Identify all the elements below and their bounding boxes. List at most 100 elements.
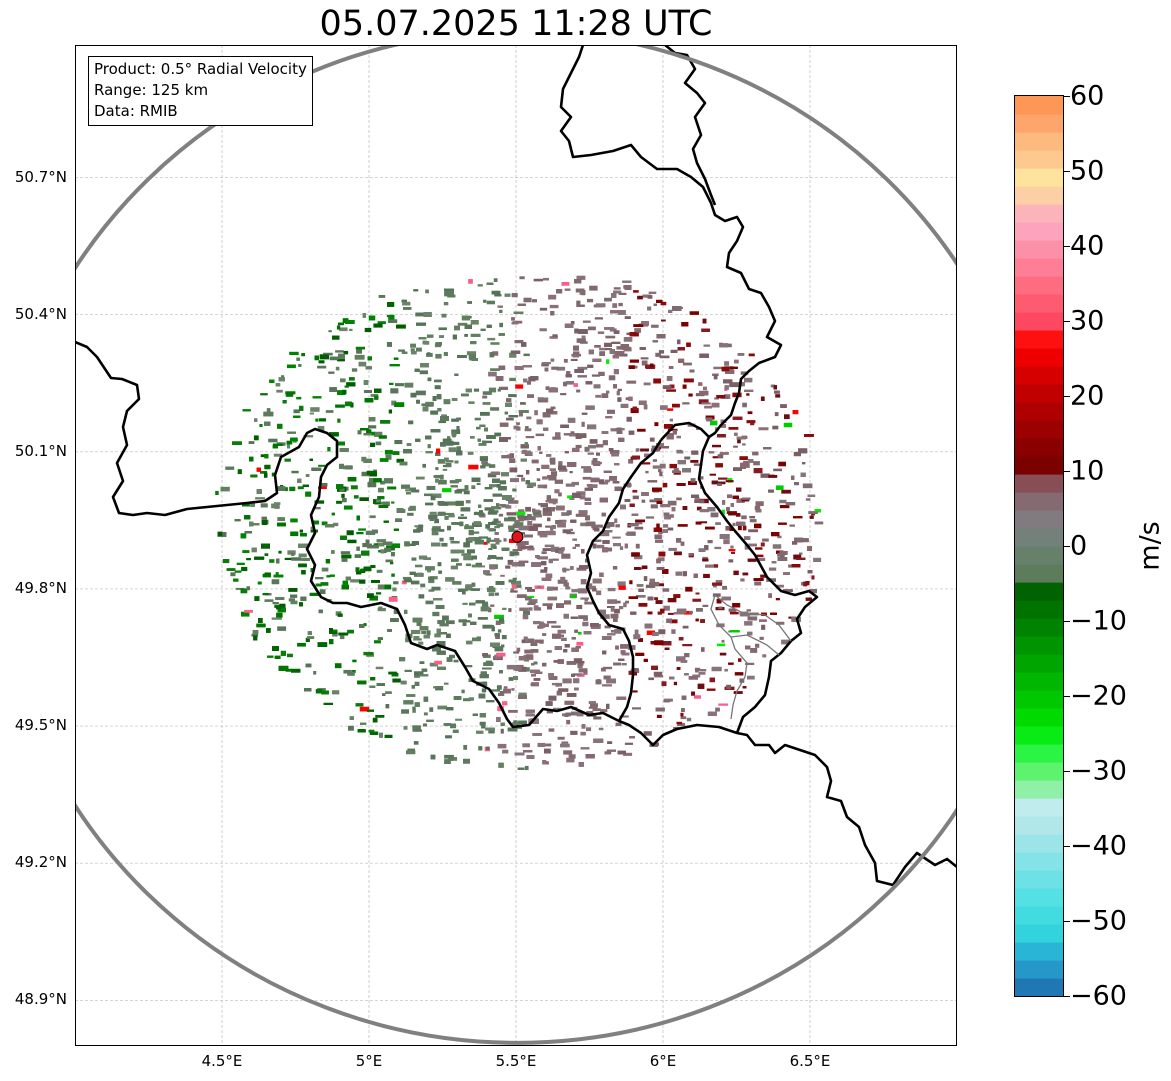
echo-bin bbox=[695, 521, 702, 525]
echo-bin bbox=[341, 558, 348, 562]
echo-bin bbox=[456, 450, 463, 455]
echo-bin bbox=[607, 587, 616, 592]
echo-bin bbox=[468, 354, 476, 360]
echo-bin bbox=[518, 656, 527, 661]
echo-bin bbox=[235, 587, 244, 590]
echo-bin bbox=[644, 453, 650, 458]
echo-bin bbox=[640, 448, 649, 452]
echo-bin bbox=[649, 582, 659, 587]
echo-bin bbox=[772, 544, 782, 549]
echo-bin bbox=[548, 476, 557, 481]
echo-bin bbox=[423, 634, 430, 639]
echo-bin bbox=[592, 358, 602, 362]
echo-bin bbox=[299, 405, 304, 411]
echo-bin bbox=[329, 631, 338, 634]
echo-bin bbox=[511, 722, 519, 727]
echo-bin bbox=[599, 572, 604, 577]
echo-bin bbox=[691, 450, 699, 455]
echo-bin bbox=[407, 748, 415, 753]
echo-bin bbox=[360, 722, 367, 725]
echo-bin bbox=[524, 534, 533, 538]
echo-bin bbox=[478, 693, 486, 699]
echo-bin bbox=[514, 519, 520, 523]
echo-bin bbox=[531, 459, 539, 464]
echo-bin bbox=[524, 765, 529, 771]
echo-bin bbox=[341, 584, 349, 590]
echo-bin bbox=[526, 755, 535, 759]
echo-bin bbox=[495, 376, 504, 381]
echo-bin bbox=[608, 375, 616, 381]
echo-bin bbox=[604, 327, 615, 330]
echo-bin bbox=[609, 349, 615, 354]
echo-bin bbox=[657, 611, 662, 615]
echo-bin bbox=[382, 501, 390, 507]
echo-bin bbox=[496, 556, 503, 560]
echo-bin bbox=[443, 302, 449, 306]
echo-bin bbox=[242, 550, 250, 553]
echo-bin bbox=[516, 541, 524, 546]
echo-bin bbox=[379, 732, 383, 738]
echo-bin bbox=[438, 479, 447, 485]
echo-bin bbox=[533, 621, 541, 625]
echo-bin bbox=[546, 454, 552, 457]
echo-bin bbox=[447, 436, 451, 440]
echo-bin bbox=[641, 492, 649, 496]
echo-bin bbox=[410, 392, 417, 398]
echo-bin bbox=[509, 552, 515, 557]
echo-bin bbox=[683, 378, 694, 383]
echo-bin bbox=[668, 309, 673, 313]
echo-bin bbox=[596, 590, 602, 596]
echo-bin bbox=[777, 535, 782, 539]
echo-bin bbox=[514, 340, 524, 344]
echo-bin bbox=[563, 359, 568, 363]
echo-bin bbox=[514, 752, 525, 756]
echo-bin bbox=[533, 278, 543, 282]
echo-bin bbox=[607, 606, 615, 608]
echo-bin bbox=[399, 657, 406, 662]
echo-bin bbox=[802, 483, 813, 489]
echo-bin bbox=[714, 397, 719, 400]
echo-bin bbox=[604, 751, 610, 755]
echo-bin bbox=[726, 507, 730, 511]
echo-bin bbox=[499, 322, 503, 328]
echo-bin bbox=[462, 591, 466, 595]
echo-bin bbox=[277, 486, 286, 491]
echo-bin bbox=[458, 516, 467, 519]
echo-bin bbox=[676, 608, 687, 614]
radar-map[interactable] bbox=[75, 45, 957, 1046]
echo-bin bbox=[496, 717, 501, 722]
echo-bin bbox=[434, 385, 441, 390]
echo-bin bbox=[327, 447, 331, 452]
echo-bin bbox=[398, 349, 405, 352]
echo-bin bbox=[596, 444, 604, 448]
echo-bin bbox=[438, 327, 447, 331]
echo-bin bbox=[260, 503, 268, 508]
echo-bin bbox=[577, 661, 584, 666]
echo-bin bbox=[517, 594, 527, 598]
echo-bin bbox=[484, 487, 493, 490]
echo-bin bbox=[301, 570, 306, 575]
echo-bin bbox=[697, 683, 705, 689]
echo-bin bbox=[456, 563, 462, 566]
echo-bin bbox=[405, 489, 415, 492]
echo-bin bbox=[525, 426, 529, 431]
echo-bin bbox=[634, 526, 644, 530]
echo-bin bbox=[662, 569, 669, 574]
echo-bin bbox=[456, 417, 461, 421]
echo-bin bbox=[445, 735, 452, 739]
echo-bin bbox=[588, 484, 598, 488]
echo-bin bbox=[484, 507, 495, 511]
echo-bin bbox=[469, 358, 474, 361]
echo-bin bbox=[525, 639, 529, 643]
echo-bin bbox=[473, 521, 481, 525]
echo-bin bbox=[513, 311, 524, 314]
echo-bin bbox=[742, 402, 747, 408]
echo-bin bbox=[288, 598, 295, 602]
echo-bin bbox=[318, 360, 325, 364]
echo-bin bbox=[385, 691, 392, 694]
echo-bin bbox=[343, 350, 349, 355]
echo-bin bbox=[544, 567, 548, 571]
echo-bin bbox=[396, 324, 406, 329]
echo-bin bbox=[773, 468, 782, 472]
echo-bin bbox=[722, 585, 727, 590]
